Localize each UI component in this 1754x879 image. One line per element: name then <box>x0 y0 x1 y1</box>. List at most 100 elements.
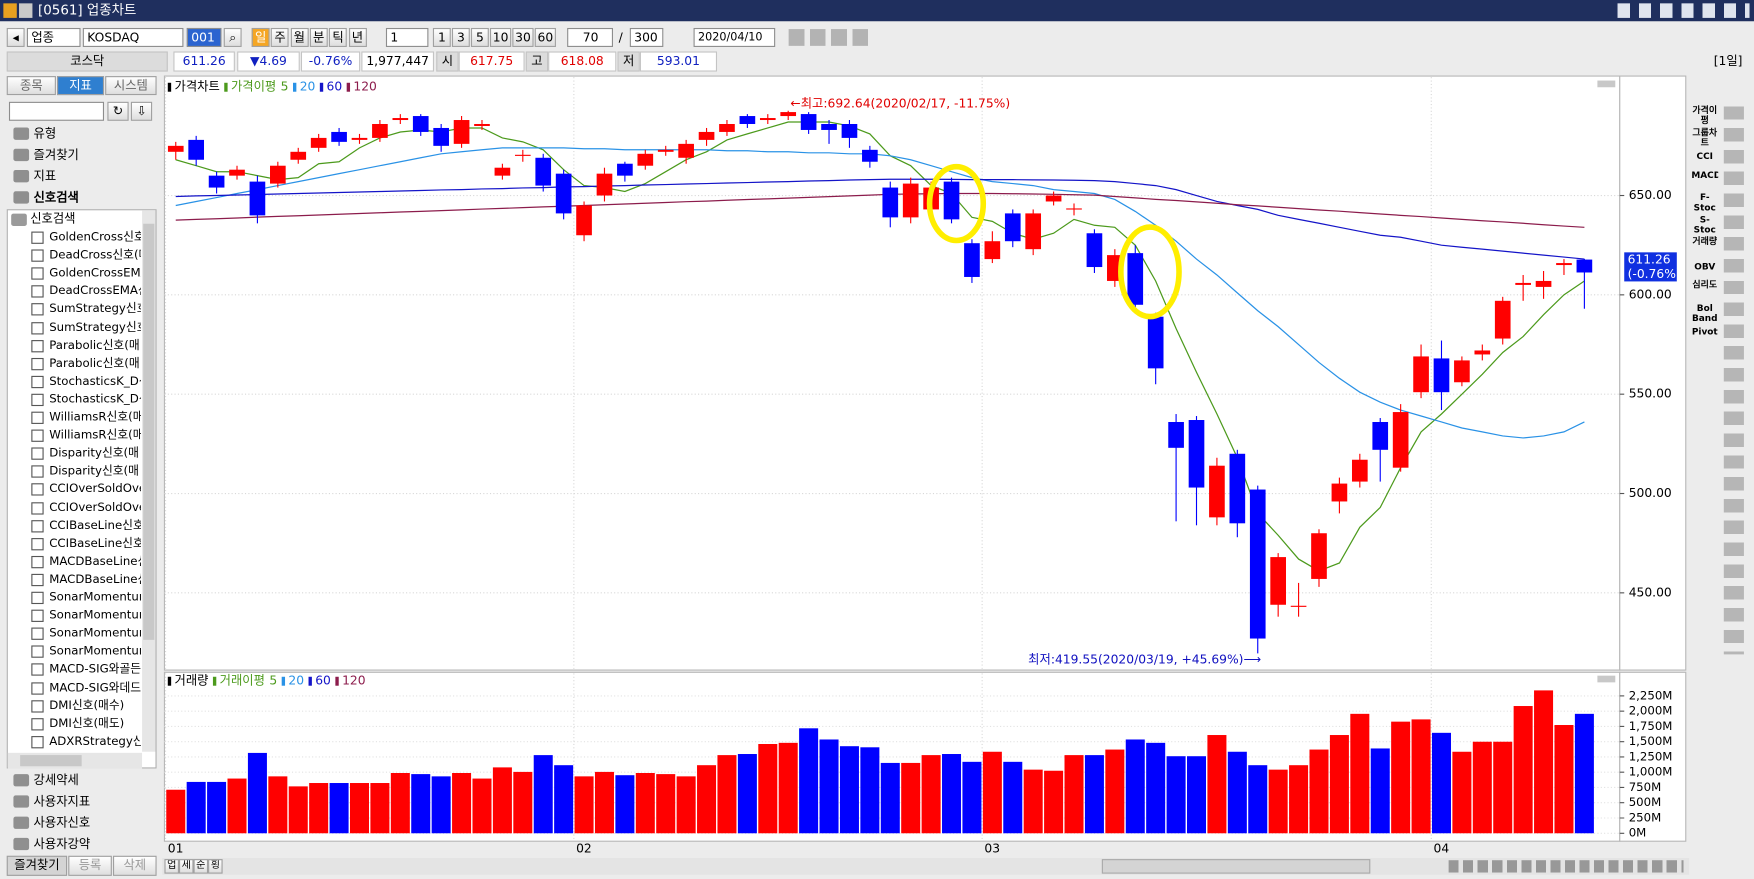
signal-item[interactable]: SonarMomentum <box>49 590 141 605</box>
indicator-button[interactable]: 심리도 <box>1692 279 1718 290</box>
signal-checkbox[interactable] <box>31 663 44 677</box>
index-name-input[interactable]: KOSDAQ <box>82 27 184 47</box>
signal-item[interactable]: DeadCrossEMA신 <box>49 284 141 298</box>
signal-item[interactable]: MACD-SIG와골든 <box>49 662 141 677</box>
interval-button[interactable]: 1 <box>432 27 451 47</box>
market-select[interactable]: 업종 <box>26 27 81 47</box>
tool-icons[interactable] <box>788 29 870 46</box>
sidebar-tab[interactable]: 지표 <box>57 76 105 96</box>
signal-item[interactable]: DeadCross신호(매 <box>49 248 141 262</box>
sidebar-tab[interactable]: 시스템 <box>105 76 157 96</box>
sidebar-button[interactable]: 삭제 <box>112 855 157 876</box>
indicator-button[interactable]: 그룹차트 <box>1692 127 1718 148</box>
signal-checkbox[interactable] <box>31 501 44 515</box>
signal-item[interactable]: DMI신호(매수) <box>49 698 125 713</box>
bottom-tab[interactable]: 세 <box>178 859 194 874</box>
signal-checkbox[interactable] <box>31 375 44 388</box>
interval-button[interactable]: 10 <box>489 27 512 47</box>
interval-button[interactable]: 5 <box>470 27 489 47</box>
signal-item[interactable]: StochasticsK_D신 <box>49 392 141 406</box>
tree-hscroll-thumb[interactable] <box>20 755 82 767</box>
bottom-tab[interactable]: 업 <box>164 859 179 874</box>
count-input[interactable]: 70 <box>567 27 614 47</box>
signal-checkbox[interactable] <box>31 339 44 352</box>
tree-root[interactable]: 신호검색 <box>30 211 76 226</box>
period-button[interactable]: 월 <box>290 27 309 47</box>
signal-item[interactable]: SonarMomentum <box>49 644 141 659</box>
folder-item[interactable]: 사용자지표 <box>33 794 91 809</box>
sidebar-tab[interactable]: 종목 <box>6 76 56 96</box>
interval-button[interactable]: 30 <box>512 27 534 47</box>
signal-checkbox[interactable] <box>31 447 44 460</box>
signal-item[interactable]: MACDBaseLine신 <box>49 554 141 569</box>
signal-checkbox[interactable] <box>31 645 44 659</box>
signal-item[interactable]: WilliamsR신호(매 <box>49 428 141 442</box>
signal-item[interactable]: DMI신호(매도) <box>49 716 125 731</box>
signal-item[interactable]: Disparity신호(매 <box>49 446 139 460</box>
signal-item[interactable]: GoldenCrossEMA <box>49 266 141 280</box>
signal-checkbox[interactable] <box>31 231 44 244</box>
bottom-tab[interactable]: 순 <box>193 859 209 874</box>
prev-button[interactable]: ◂ <box>6 27 25 47</box>
folder-item[interactable]: 신호검색 <box>33 190 79 205</box>
folder-item[interactable]: 사용자강약 <box>33 836 91 852</box>
period-button[interactable]: 년 <box>348 27 367 47</box>
max-count-input[interactable]: 300 <box>629 27 664 47</box>
period-button[interactable]: 주 <box>271 27 289 47</box>
window-buttons[interactable] <box>1617 3 1750 18</box>
period-button[interactable]: 틱 <box>329 27 347 47</box>
signal-checkbox[interactable] <box>31 285 44 298</box>
signal-checkbox[interactable] <box>31 393 44 406</box>
folder-item[interactable]: 강세약세 <box>33 772 79 788</box>
indicator-button[interactable]: 거래량 <box>1692 236 1718 247</box>
signal-checkbox[interactable] <box>31 267 44 280</box>
signal-item[interactable]: Parabolic신호(매 <box>49 356 140 370</box>
signal-checkbox[interactable] <box>31 465 44 478</box>
signal-checkbox[interactable] <box>31 429 44 442</box>
signal-checkbox[interactable] <box>31 735 44 749</box>
folder-item[interactable]: 즐겨찾기 <box>33 147 79 163</box>
signal-checkbox[interactable] <box>31 357 44 370</box>
period-button[interactable]: 분 <box>309 27 328 47</box>
signal-item[interactable]: CCIBaseLine신호( <box>49 536 141 551</box>
signal-item[interactable]: CCIOverSoldOver <box>49 482 141 496</box>
signal-checkbox[interactable] <box>31 717 44 731</box>
indicator-button[interactable]: OBV <box>1694 261 1716 272</box>
signal-checkbox[interactable] <box>31 555 44 569</box>
interval-button[interactable]: 60 <box>534 27 556 47</box>
signal-checkbox[interactable] <box>31 519 44 533</box>
signal-item[interactable]: GoldenCross신호( <box>49 230 141 244</box>
signal-item[interactable]: ADXRStrategy신호 <box>49 734 141 749</box>
interval-select[interactable]: 1 <box>385 27 429 47</box>
indicator-button[interactable]: MACD <box>1691 170 1718 181</box>
sidebar-button[interactable]: 등록 <box>68 855 112 876</box>
signal-item[interactable]: MACD-SIG와데드 <box>49 680 141 695</box>
signal-checkbox[interactable] <box>31 321 44 334</box>
code-input[interactable]: 001 <box>186 27 222 47</box>
indicator-button[interactable]: 가격이평 <box>1692 105 1718 126</box>
sidebar-search[interactable] <box>8 101 105 121</box>
signal-item[interactable]: StochasticsK_D신 <box>49 374 141 388</box>
help-icon[interactable] <box>19 3 33 18</box>
pane-buttons[interactable] <box>1597 675 1616 683</box>
download-button[interactable]: ⇩ <box>130 101 153 121</box>
signal-checkbox[interactable] <box>31 411 44 424</box>
signal-item[interactable]: CCIOverSoldOver <box>49 500 141 515</box>
refresh-button[interactable]: ↻ <box>107 101 129 121</box>
folder-item[interactable]: 유형 <box>33 126 57 141</box>
signal-item[interactable]: CCIBaseLine신호( <box>49 518 141 533</box>
signal-item[interactable]: SonarMomentum <box>49 626 141 641</box>
date-select[interactable]: 2020/04/10 <box>693 27 776 47</box>
signal-item[interactable]: MACDBaseLine신 <box>49 572 141 587</box>
signal-checkbox[interactable] <box>31 699 44 713</box>
signal-checkbox[interactable] <box>31 573 44 587</box>
signal-item[interactable]: WilliamsR신호(매 <box>49 410 141 424</box>
folder-item[interactable]: 사용자신호 <box>33 815 91 831</box>
signal-item[interactable]: Disparity신호(매 <box>49 464 139 478</box>
tree-scroll-thumb[interactable] <box>143 223 155 640</box>
signal-checkbox[interactable] <box>31 303 44 316</box>
folder-item[interactable]: 지표 <box>33 168 57 184</box>
signal-checkbox[interactable] <box>31 627 44 641</box>
indicator-button[interactable]: S-Stoc <box>1693 214 1716 235</box>
sidebar-button[interactable]: 즐겨찾기 <box>6 855 68 876</box>
